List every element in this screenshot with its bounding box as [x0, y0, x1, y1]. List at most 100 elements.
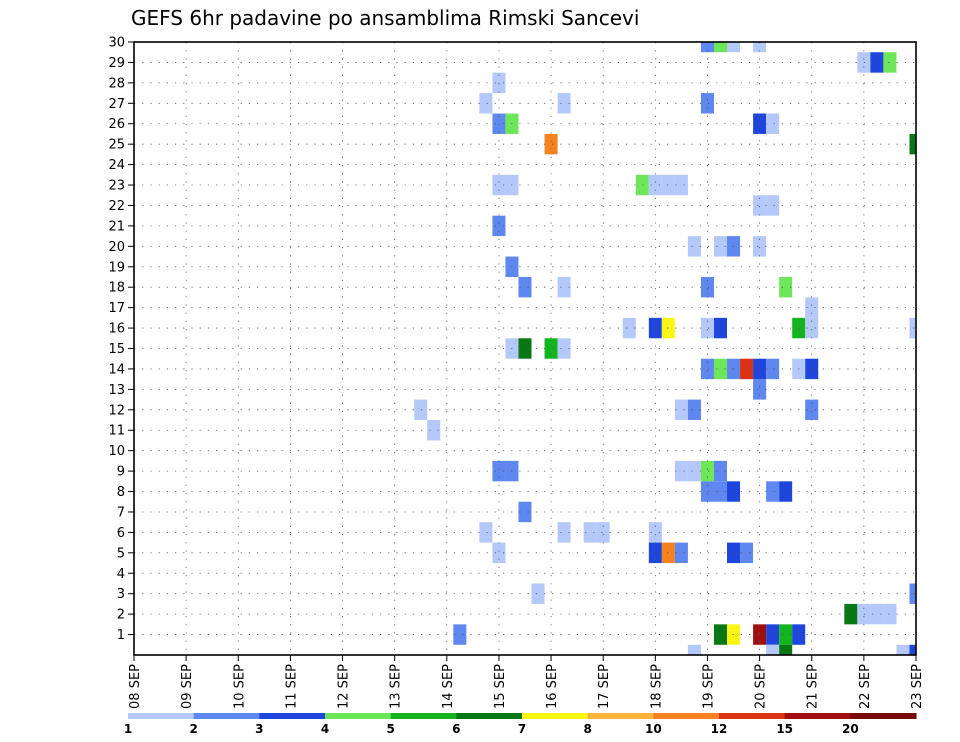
legend-swatch	[719, 713, 786, 719]
y-tick-label: 2	[117, 608, 125, 623]
y-tick-label: 20	[108, 240, 125, 255]
precip-cell	[727, 42, 741, 53]
y-tick-label: 16	[108, 322, 125, 337]
precip-cell	[687, 399, 701, 421]
precip-cell	[713, 317, 728, 339]
legend-label: 3	[255, 722, 263, 736]
precip-cell	[909, 317, 916, 339]
y-tick-label: 4	[117, 567, 125, 582]
precip-cell	[700, 93, 714, 114]
precip-cell	[661, 317, 675, 339]
y-tick-label: 10	[108, 444, 125, 459]
x-tick-label: 20 SEP	[754, 664, 769, 709]
legend-label: 2	[189, 722, 197, 736]
precip-cell	[492, 174, 506, 196]
y-tick-label: 1	[117, 628, 125, 643]
precip-cell	[596, 522, 610, 543]
legend-swatch	[522, 713, 589, 719]
precip-cell	[805, 297, 819, 318]
x-tick-label: 19 SEP	[701, 664, 716, 709]
cells-layer	[414, 42, 916, 655]
x-axis: 08 SEP 09 SEP 10 SEP 11 SEP 12 SEP 13 SEP 14 S…	[128, 655, 925, 709]
precip-cell	[753, 42, 767, 53]
precip-cell	[414, 399, 428, 421]
x-tick-label: 13 SEP	[389, 664, 404, 709]
precip-cell	[766, 624, 780, 645]
y-tick-label: 22	[108, 199, 125, 214]
y-tick-label: 6	[117, 526, 125, 541]
x-tick-label: 11 SEP	[284, 664, 299, 709]
precip-cell	[687, 236, 701, 257]
precip-cell	[883, 603, 897, 625]
precip-cell	[779, 624, 793, 645]
precip-cell	[883, 52, 897, 73]
precip-cell	[896, 644, 910, 655]
legend-label: 7	[518, 722, 526, 736]
precip-cell	[661, 542, 675, 564]
y-tick-label: 21	[108, 219, 125, 234]
precip-cell	[687, 644, 701, 655]
legend-label: 12	[711, 722, 728, 736]
precip-cell	[753, 195, 767, 216]
precip-cell	[557, 276, 571, 298]
precip-cell	[661, 174, 675, 196]
precip-cell	[753, 624, 767, 645]
legend-swatch	[325, 713, 392, 719]
legend-swatch	[259, 713, 326, 719]
precip-cell	[700, 42, 714, 53]
precip-cell	[518, 276, 532, 298]
precip-cell	[700, 276, 714, 298]
precip-cell	[648, 542, 662, 564]
y-tick-label: 18	[108, 281, 125, 296]
precip-cell	[674, 460, 688, 482]
precip-cell	[544, 133, 558, 155]
y-tick-label: 14	[108, 362, 125, 377]
x-tick-label: 16 SEP	[545, 664, 560, 709]
precip-cell	[766, 644, 780, 655]
legend-swatch	[193, 713, 260, 719]
y-tick-label: 11	[108, 424, 125, 439]
precip-cell	[492, 113, 506, 134]
legend-label: 1	[124, 722, 132, 736]
precip-cell	[713, 460, 728, 482]
legend-label: 20	[842, 722, 859, 736]
y-tick-label: 23	[108, 179, 125, 194]
precip-cell	[700, 481, 714, 502]
precip-cell	[753, 236, 767, 257]
legend-label: 6	[452, 722, 460, 736]
precip-cell	[805, 399, 819, 421]
precip-cell	[557, 338, 571, 359]
precip-cell	[674, 399, 688, 421]
precip-cell	[479, 522, 493, 543]
precip-cell	[635, 174, 649, 196]
legend-label: 10	[645, 722, 662, 736]
y-tick-label: 27	[108, 97, 125, 112]
precip-cell	[492, 72, 506, 94]
precip-cell	[766, 481, 780, 502]
color-legend: 1 2 3 4 5 6 7 8 10 12 15 20	[124, 713, 917, 736]
precip-cell	[753, 113, 767, 134]
x-tick-label: 09 SEP	[180, 664, 195, 709]
precip-cell	[713, 624, 728, 645]
precip-cell	[492, 542, 506, 564]
x-tick-label: 18 SEP	[649, 664, 664, 709]
x-tick-label: 08 SEP	[128, 664, 143, 709]
precip-cell	[492, 215, 506, 237]
legend-swatch	[390, 713, 457, 719]
y-tick-label: 19	[108, 260, 125, 275]
precip-cell	[740, 542, 754, 564]
precip-cell	[909, 583, 916, 604]
precip-cell	[805, 358, 819, 380]
y-tick-label: 8	[117, 485, 125, 500]
y-tick-label: 29	[108, 56, 125, 71]
precip-cell	[544, 338, 558, 359]
precip-cell	[753, 358, 767, 380]
precip-cell	[427, 420, 441, 441]
precip-cell	[700, 317, 714, 339]
precip-cell	[479, 93, 493, 114]
precip-cell	[700, 358, 714, 380]
precip-cell	[453, 624, 467, 645]
legend-swatch	[587, 713, 654, 719]
legend-swatch	[653, 713, 720, 719]
